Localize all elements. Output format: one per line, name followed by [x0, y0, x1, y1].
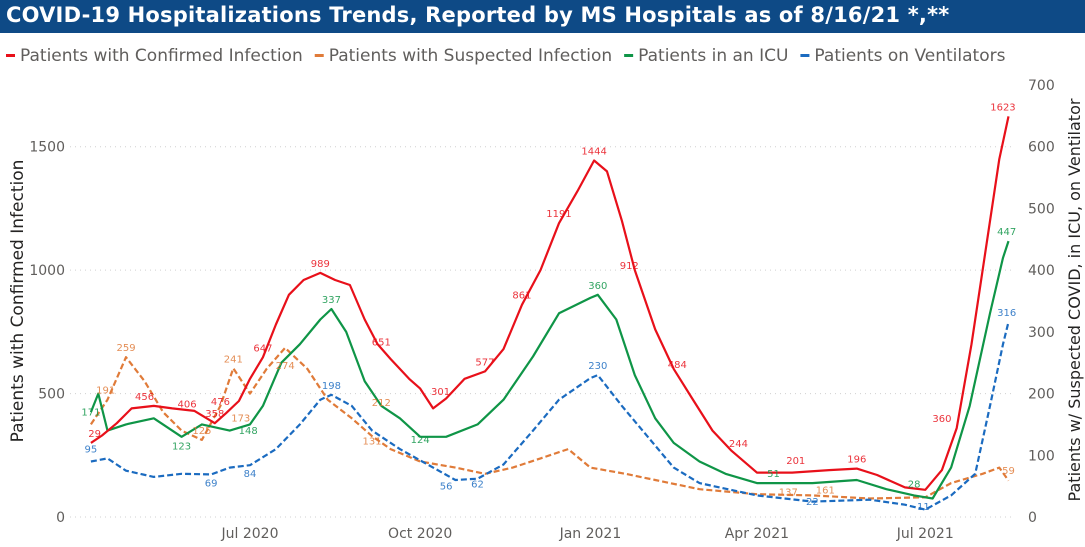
legend: Patients with Confirmed Infection Patient…: [6, 46, 1006, 66]
y-tick-label: 500: [38, 387, 65, 403]
legend-item: Patients with Suspected Infection: [329, 46, 612, 66]
data-label: 201: [786, 456, 805, 467]
data-label: 484: [668, 360, 687, 371]
data-label: 230: [588, 361, 607, 372]
legend-item: Patients in an ICU: [638, 46, 788, 66]
x-tick-label: Jan 2021: [559, 526, 622, 542]
data-label: 131: [363, 436, 382, 447]
legend-swatch: [314, 54, 324, 57]
data-label: 124: [411, 435, 430, 446]
data-label: 84: [244, 469, 257, 480]
data-label: 316: [997, 308, 1016, 319]
data-label: 196: [847, 455, 866, 466]
data-label: 360: [588, 281, 607, 292]
data-label: 301: [431, 387, 450, 398]
data-label: 577: [475, 357, 494, 368]
x-tick-label: Jul 2021: [896, 526, 954, 542]
data-label: 11: [917, 502, 930, 513]
data-label: 95: [85, 444, 98, 455]
y2-tick-label: 400: [1028, 263, 1055, 279]
data-label: 651: [372, 338, 391, 349]
data-label: 56: [440, 481, 453, 492]
data-label: 137: [779, 488, 798, 499]
data-label: 51: [767, 469, 780, 480]
series-line-patients-in-an-icu: [89, 240, 1010, 500]
data-label: 62: [471, 480, 484, 491]
y2-tick-label: 0: [1028, 510, 1037, 526]
x-tick-label: Jul 2020: [221, 526, 279, 542]
data-label: 476: [211, 397, 230, 408]
data-label: 274: [276, 361, 295, 372]
y2-tick-label: 100: [1028, 448, 1055, 464]
y2-axis-title: Patients w/ Suspected COVID, in ICU, on …: [1065, 98, 1084, 501]
data-label: 647: [253, 343, 272, 354]
data-label: 161: [816, 486, 835, 497]
series-line-patients-with-suspected-infection: [89, 346, 1010, 500]
series-lines: [89, 116, 1010, 511]
data-label: 360: [932, 414, 951, 425]
chart-title: COVID-19 Hospitalizations Trends, Report…: [6, 3, 950, 27]
y2-tick-label: 200: [1028, 387, 1055, 403]
data-label: 171: [81, 407, 100, 418]
data-label: 244: [729, 439, 748, 450]
axes: 0 500 1000 1500 0 100 200 300 400 500 600 700 Jul 20…: [8, 78, 1084, 542]
gridlines: [70, 146, 1012, 518]
data-label: 59: [1002, 466, 1015, 477]
data-label: 173: [231, 414, 250, 425]
data-label: 989: [311, 259, 330, 270]
title-bar: COVID-19 Hospitalizations Trends, Report…: [0, 0, 1085, 33]
data-label: 69: [205, 478, 218, 489]
y-axis-title: Patients with Confirmed Infection: [8, 160, 28, 443]
data-label: 212: [372, 398, 391, 409]
data-label: 912: [620, 261, 639, 272]
data-label: 198: [322, 381, 341, 392]
legend-swatch: [624, 54, 634, 57]
y2-tick-label: 500: [1028, 201, 1055, 217]
data-label: 358: [205, 409, 224, 420]
data-label: 447: [997, 227, 1016, 238]
data-label: 29: [88, 429, 101, 440]
y-tick-label: 1000: [29, 263, 65, 279]
data-label: 125: [192, 426, 211, 437]
data-label: 1623: [990, 102, 1015, 113]
series-line-patients-on-ventilators: [90, 321, 1010, 511]
legend-swatch: [6, 54, 15, 57]
data-label: 241: [224, 354, 243, 365]
data-label: 861: [512, 291, 531, 302]
y-tick-label: 0: [56, 510, 65, 526]
y2-tick-label: 700: [1028, 78, 1055, 94]
legend-item: Patients on Ventilators: [814, 46, 1005, 66]
legend-item: Patients with Confirmed Infection: [20, 46, 303, 66]
data-label: 1191: [546, 209, 571, 220]
x-tick-label: Oct 2020: [388, 526, 452, 542]
data-label: 259: [117, 343, 136, 354]
data-label: 456: [135, 392, 154, 403]
data-label: 123: [172, 441, 191, 452]
data-label: 28: [908, 480, 921, 491]
data-label: 22: [806, 497, 819, 508]
data-label: 337: [322, 295, 341, 306]
y-tick-label: 1500: [29, 140, 65, 156]
y2-tick-label: 600: [1028, 140, 1055, 156]
series-line-patients-with-confirmed-infection: [90, 116, 1010, 491]
data-label: 148: [239, 426, 258, 437]
data-label: 191: [96, 386, 115, 397]
y2-tick-label: 300: [1028, 325, 1055, 341]
data-label: 1444: [581, 147, 606, 158]
x-tick-label: Apr 2021: [725, 526, 789, 542]
data-label: 406: [178, 399, 197, 410]
legend-swatch: [800, 54, 810, 57]
